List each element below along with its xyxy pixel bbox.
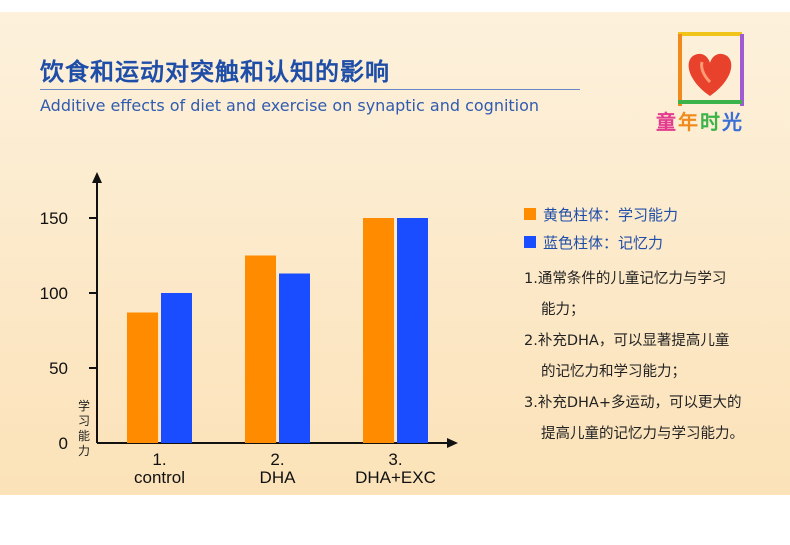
- legend-label: 蓝色柱体：记忆力: [543, 233, 664, 252]
- x-tick-label: 1.: [152, 450, 166, 469]
- y-axis-label-char: 习: [78, 414, 90, 428]
- x-tick-label: DHA+EXC: [355, 468, 436, 487]
- x-tick-label: 3.: [388, 450, 402, 469]
- bar-memory: [279, 273, 310, 443]
- note-text-cont: 提高儿童的记忆力与学习能力。: [541, 426, 744, 442]
- x-axis-arrow: [447, 438, 458, 448]
- page-subtitle: Additive effects of diet and exercise on…: [40, 96, 540, 115]
- bar-learning: [127, 312, 158, 443]
- y-tick-label: 50: [49, 359, 68, 378]
- bar-memory: [397, 218, 428, 443]
- x-tick-label: control: [134, 468, 185, 487]
- note-text: 1.通常条件的儿童记忆力与学习: [524, 271, 727, 287]
- note-text: 2.补充DHA，可以显著提高儿童: [524, 333, 730, 349]
- bar-learning: [245, 255, 276, 443]
- note-text-cont: 能力；: [541, 302, 585, 318]
- page-title: 饮食和运动对突触和认知的影响: [40, 58, 390, 86]
- note-item: 1.通常条件的儿童记忆力与学习 能力；: [524, 264, 774, 326]
- y-axis-label-char: 力: [78, 444, 90, 458]
- note-item: 3.补充DHA+多运动，可以更大的 提高儿童的记忆力与学习能力。: [524, 388, 774, 450]
- y-tick-label: 0: [59, 434, 68, 453]
- logo-text: 童年时光: [656, 106, 744, 135]
- legend-item-memory: 蓝色柱体：记忆力: [524, 228, 678, 256]
- legend-item-learning: 黄色柱体：学习能力: [524, 200, 678, 228]
- x-tick-label: DHA: [260, 468, 297, 487]
- note-item: 2.补充DHA，可以显著提高儿童 的记忆力和学习能力；: [524, 326, 774, 388]
- notes: 1.通常条件的儿童记忆力与学习 能力； 2.补充DHA，可以显著提高儿童 的记忆…: [524, 264, 774, 450]
- x-tick-label: 2.: [270, 450, 284, 469]
- legend-label: 黄色柱体：学习能力: [543, 205, 679, 224]
- legend-swatch-orange: [524, 208, 536, 220]
- note-text: 3.补充DHA+多运动，可以更大的: [524, 395, 742, 411]
- logo-char: 童: [656, 110, 678, 134]
- y-axis-label-char: 学: [78, 398, 90, 413]
- logo-char: 年: [678, 110, 700, 134]
- logo-char: 光: [722, 110, 744, 134]
- y-axis-arrow: [92, 172, 102, 183]
- bar-learning: [363, 218, 394, 443]
- heart-logo-icon: [678, 32, 744, 106]
- y-tick-label: 150: [40, 209, 68, 228]
- logo-char: 时: [700, 110, 722, 134]
- bar-memory: [161, 293, 192, 443]
- y-axis-label-char: 能: [78, 429, 90, 443]
- y-tick-label: 100: [40, 284, 68, 303]
- note-text-cont: 的记忆力和学习能力；: [541, 364, 686, 380]
- legend-swatch-blue: [524, 236, 536, 248]
- title-divider: [40, 89, 580, 90]
- legend: 黄色柱体：学习能力 蓝色柱体：记忆力: [524, 200, 678, 256]
